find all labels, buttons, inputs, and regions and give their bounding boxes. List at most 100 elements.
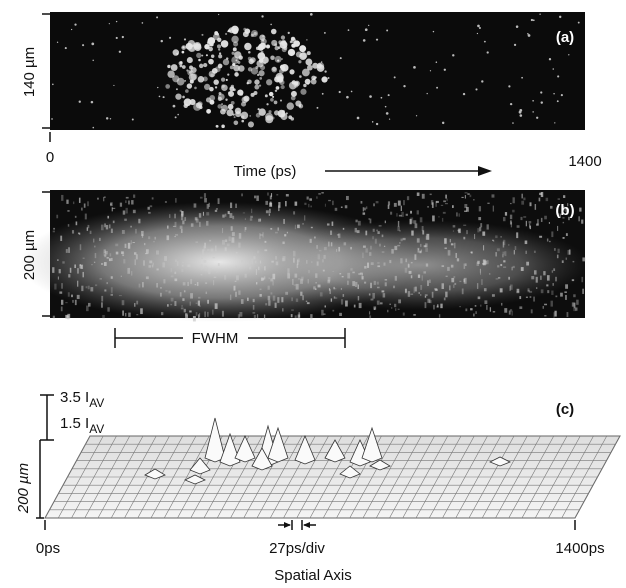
speckle: [170, 297, 174, 302]
speckle: [306, 302, 310, 305]
speckle: [425, 263, 429, 267]
speckle: [227, 211, 230, 215]
speckle: [124, 312, 127, 317]
speckle: [316, 245, 318, 249]
speckle: [565, 294, 567, 300]
speckle: [220, 77, 226, 82]
speckle: [233, 64, 240, 72]
speckle: [174, 236, 176, 238]
speckle: [362, 207, 364, 212]
speckle: [429, 70, 432, 72]
speckle: [441, 121, 445, 125]
speckle: [244, 42, 252, 51]
speckle: [441, 217, 444, 222]
speckle: [91, 264, 93, 266]
speckle: [244, 273, 247, 278]
speckle: [224, 247, 227, 252]
peak: [361, 426, 383, 463]
speckle: [443, 297, 446, 301]
speckle: [551, 270, 554, 273]
speckle: [222, 214, 225, 218]
speckle: [167, 304, 169, 307]
speckle: [299, 75, 302, 78]
speckle: [474, 305, 477, 307]
speckle: [241, 193, 243, 197]
speckle: [71, 230, 75, 234]
speckle: [255, 269, 257, 275]
scale-bottom-main: 1.5 I: [60, 415, 89, 432]
speckle: [195, 241, 199, 243]
speckle: [421, 225, 424, 232]
speckle: [167, 64, 171, 69]
speckle: [87, 224, 90, 229]
speckle: [270, 292, 273, 295]
speckle: [206, 108, 211, 114]
speckle: [421, 193, 425, 199]
speckle: [416, 192, 420, 196]
speckle: [231, 35, 239, 44]
speckle: [495, 235, 498, 239]
speckle: [86, 227, 89, 231]
speckle: [502, 241, 505, 248]
speckle: [353, 304, 356, 308]
speckle: [308, 269, 310, 274]
speckle: [289, 40, 293, 44]
speckle: [376, 229, 378, 232]
speckle: [407, 263, 410, 268]
speckle: [303, 83, 307, 88]
speckle: [554, 122, 556, 124]
speckle: [59, 291, 63, 294]
speckle: [578, 216, 580, 222]
speckle: [131, 200, 134, 205]
speckle: [179, 64, 183, 68]
speckle: [183, 103, 188, 109]
speckle: [427, 298, 431, 303]
speckle: [68, 247, 70, 253]
speckle: [203, 193, 207, 198]
speckle: [282, 241, 285, 245]
speckle: [270, 97, 274, 102]
speckle: [525, 250, 527, 254]
speckle: [275, 86, 280, 90]
speckle: [175, 259, 177, 263]
speckle: [370, 245, 372, 250]
speckle: [389, 303, 391, 305]
speckle: [199, 312, 201, 318]
speckle: [228, 236, 231, 242]
speckle: [516, 232, 519, 239]
speckle: [259, 234, 263, 237]
speckle: [291, 45, 295, 48]
speckle: [270, 55, 275, 60]
speckle: [477, 228, 480, 233]
speckle: [182, 282, 186, 286]
speckle: [304, 202, 307, 205]
speckle: [185, 314, 188, 318]
speckle: [225, 98, 228, 101]
speckle: [557, 248, 560, 254]
speckle: [337, 233, 341, 238]
speckle: [478, 206, 482, 212]
speckle: [217, 63, 223, 69]
speckle: [581, 219, 584, 224]
speckle: [383, 245, 386, 247]
speckle: [175, 198, 177, 203]
speckle: [121, 251, 125, 257]
speckle: [136, 300, 139, 305]
speckle: [373, 203, 375, 207]
speckle: [397, 220, 400, 227]
speckle: [358, 302, 362, 309]
speckle: [407, 291, 411, 297]
speckle: [270, 228, 273, 230]
speckle: [170, 275, 174, 278]
speckle: [275, 231, 278, 234]
speckle: [100, 263, 104, 265]
speckle: [492, 239, 494, 241]
speckle: [152, 262, 154, 266]
scale-bottom-sub: AV: [89, 422, 104, 436]
speckle: [179, 292, 182, 297]
speckle: [167, 70, 175, 78]
speckle: [442, 211, 446, 214]
speckle: [124, 243, 127, 248]
speckle: [537, 219, 539, 225]
